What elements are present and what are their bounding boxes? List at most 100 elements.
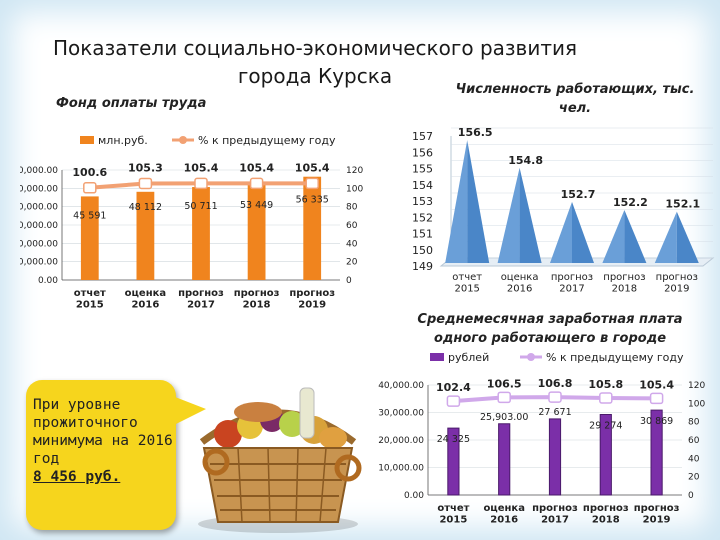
sal-y2-tick-label: 120 [688, 381, 705, 391]
sal-bar [498, 423, 511, 496]
sal-bar [548, 418, 562, 496]
sal-y2-tick-label: 20 [688, 473, 700, 483]
sal-y-tick-label: 10,000.00 [378, 464, 424, 474]
emp-y-tick-label: 154 [412, 179, 433, 192]
emp-y-tick-label: 149 [412, 260, 433, 273]
wage-y-tick-label: 50,000.00 [20, 184, 58, 194]
wage-y-tick-label: 40,000.00 [20, 203, 58, 213]
sal-bar [650, 409, 663, 496]
emp-value-label: 152.1 [665, 198, 700, 211]
wage-x-tick-label: прогноз 2017 [178, 288, 224, 311]
sal-y2-tick-label: 40 [688, 454, 700, 464]
wage-bar [303, 176, 322, 280]
sal-line-label: 106.8 [538, 377, 573, 390]
employment-title: Численность работающих, тыс. чел. [455, 82, 695, 116]
food-basket-image [188, 372, 368, 540]
wage-bar [192, 187, 210, 280]
wage-y2-tick-label: 40 [346, 239, 358, 249]
wage-x-tick-label: прогноз 2018 [234, 288, 280, 311]
wage-y2-tick-label: 120 [346, 166, 363, 176]
emp-cone-light [497, 167, 520, 263]
wage-fund-chart: млн.руб. % к предыдущему году 0.00 10,000.0… [20, 128, 365, 328]
wage-bar-label: 45 591 [73, 210, 106, 221]
emp-x-tick-label: прогноз 2017 [551, 272, 593, 295]
emp-cone-dark [676, 211, 699, 263]
wage-bar-label: 50 711 [184, 201, 217, 212]
sal-x-tick-label: прогноз 2019 [634, 503, 680, 526]
sal-y2-tick-label: 100 [688, 399, 705, 409]
sal-line-marker [446, 395, 461, 407]
sal-legend-marker-line [527, 353, 535, 361]
sal-bar-label: 25,903.00 [480, 412, 528, 423]
sal-line-label: 102.4 [436, 381, 471, 394]
wage-y-tick-label: 0.00 [38, 276, 58, 286]
wage-y2-tick-label: 80 [346, 203, 358, 213]
emp-value-label: 154.8 [508, 154, 543, 167]
wage-y2-tick-label: 60 [346, 221, 358, 231]
sal-y-tick-label: 30,000.00 [378, 409, 424, 419]
wage-legend-label-bars: млн.руб. [98, 134, 148, 147]
wage-line-label: 105.4 [184, 161, 219, 174]
sal-line-marker [599, 392, 613, 404]
employment-svg: 149 150 151 152 153 154 155 156 157 156.5 отчет 201… [412, 126, 715, 295]
wage-x-tick-label: отчет 2015 [74, 288, 106, 311]
sal-y-tick-label: 40,000.00 [378, 381, 424, 391]
sal-y-tick-label: 0.00 [404, 491, 424, 501]
wage-line-label: 100.6 [72, 166, 107, 179]
emp-y-tick-label: 155 [412, 163, 433, 176]
sal-x-tick-label: прогноз 2018 [583, 503, 629, 526]
wage-x-tick-label: оценка 2016 [125, 288, 167, 311]
wage-bar-label: 48 112 [129, 202, 162, 213]
emp-cone-light [654, 211, 677, 263]
emp-x-tick-label: оценка 2016 [501, 272, 539, 295]
sal-x-tick-label: отчет 2015 [437, 503, 469, 526]
callout-text: При уровне прожиточного минимума на 2016… [33, 396, 173, 486]
wage-line-marker [305, 177, 319, 190]
wage-legend-marker-line [179, 136, 187, 144]
emp-cone-light [445, 140, 468, 263]
emp-y-tick-label: 156 [412, 146, 433, 159]
sal-line-marker [497, 391, 511, 404]
wage-y-tick-label: 20,000.00 [20, 239, 58, 249]
emp-y-tick-label: 151 [412, 228, 433, 241]
wage-line-label: 105.4 [239, 161, 274, 174]
emp-y-tick-label: 150 [412, 244, 433, 257]
sal-bar-label: 29 274 [589, 420, 622, 431]
sal-legend-label-line: % к предыдущему году [546, 351, 684, 364]
emp-cone-dark [624, 210, 647, 263]
sal-y2-tick-label: 80 [688, 418, 700, 428]
emp-cone-dark [519, 167, 542, 263]
emp-cone-dark [467, 140, 490, 263]
emp-y-tick-label: 157 [412, 130, 433, 143]
emp-y-tick-label: 152 [412, 211, 433, 224]
sal-line-label: 106.5 [487, 377, 522, 390]
wage-y2-tick-label: 0 [346, 276, 352, 286]
emp-value-label: 156.5 [458, 126, 493, 139]
wage-y-tick-label: 10,000.00 [20, 258, 58, 268]
subsistence-callout [26, 380, 176, 530]
wage-line-marker [249, 177, 264, 190]
sal-legend-label-bars: рублей [448, 351, 489, 364]
sal-y2-tick-label: 60 [688, 436, 700, 446]
wage-y2-tick-label: 100 [346, 184, 363, 194]
sal-bar [599, 413, 612, 496]
emp-value-label: 152.2 [613, 196, 648, 209]
salary-chart: рублей % к предыдущему году 0.00 10,000.00 2… [370, 345, 720, 540]
wage-line-marker [83, 182, 97, 194]
sal-line-label: 105.8 [588, 378, 623, 391]
wage-line-label: 105.3 [128, 161, 163, 174]
callout-tail [170, 395, 206, 427]
sal-bar-label: 24 325 [437, 434, 470, 445]
emp-x-tick-label: прогноз 2019 [656, 272, 698, 295]
emp-x-tick-label: отчет 2015 [452, 272, 482, 295]
wage-legend-label-line: % к предыдущему году [198, 134, 336, 147]
salary-svg: рублей % к предыдущему году 0.00 10,000.00 2… [378, 351, 705, 526]
wage-bar-label: 56 335 [296, 195, 329, 206]
wage-line-marker [138, 177, 153, 190]
sal-y2-tick-label: 0 [688, 491, 694, 501]
page-title: Показатели социально-экономического разв… [52, 36, 578, 88]
sal-line-marker [548, 391, 562, 403]
sal-bar-label: 27 671 [538, 407, 571, 418]
sal-x-tick-label: прогноз 2017 [532, 503, 578, 526]
emp-cone-dark [572, 201, 595, 263]
